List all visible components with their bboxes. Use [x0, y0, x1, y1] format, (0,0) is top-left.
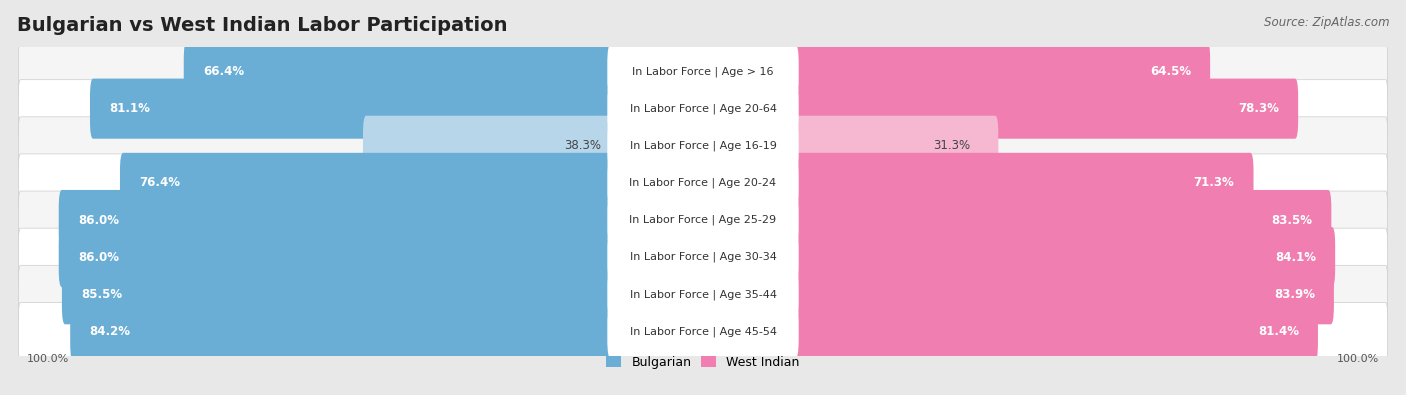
FancyBboxPatch shape	[793, 41, 1211, 102]
Text: 84.1%: 84.1%	[1275, 251, 1316, 263]
FancyBboxPatch shape	[793, 301, 1317, 361]
Text: In Labor Force | Age 20-64: In Labor Force | Age 20-64	[630, 103, 776, 114]
FancyBboxPatch shape	[62, 264, 613, 324]
Text: 31.3%: 31.3%	[934, 139, 970, 152]
Text: 81.4%: 81.4%	[1258, 325, 1299, 338]
FancyBboxPatch shape	[90, 79, 613, 139]
FancyBboxPatch shape	[18, 303, 1388, 360]
FancyBboxPatch shape	[18, 228, 1388, 286]
Text: 81.1%: 81.1%	[110, 102, 150, 115]
FancyBboxPatch shape	[607, 119, 799, 173]
FancyBboxPatch shape	[18, 265, 1388, 323]
Text: Source: ZipAtlas.com: Source: ZipAtlas.com	[1264, 16, 1389, 29]
Text: In Labor Force | Age 20-24: In Labor Force | Age 20-24	[630, 178, 776, 188]
Legend: Bulgarian, West Indian: Bulgarian, West Indian	[602, 351, 804, 374]
FancyBboxPatch shape	[18, 117, 1388, 175]
Text: In Labor Force | Age 25-29: In Labor Force | Age 25-29	[630, 215, 776, 225]
FancyBboxPatch shape	[607, 82, 799, 135]
Text: 78.3%: 78.3%	[1239, 102, 1279, 115]
FancyBboxPatch shape	[607, 230, 799, 284]
FancyBboxPatch shape	[793, 264, 1334, 324]
Text: In Labor Force | Age > 16: In Labor Force | Age > 16	[633, 66, 773, 77]
FancyBboxPatch shape	[18, 154, 1388, 212]
Text: In Labor Force | Age 30-34: In Labor Force | Age 30-34	[630, 252, 776, 262]
Text: 66.4%: 66.4%	[202, 65, 245, 78]
FancyBboxPatch shape	[793, 153, 1254, 213]
Text: 100.0%: 100.0%	[27, 354, 69, 364]
FancyBboxPatch shape	[607, 193, 799, 247]
FancyBboxPatch shape	[120, 153, 613, 213]
Text: Bulgarian vs West Indian Labor Participation: Bulgarian vs West Indian Labor Participa…	[17, 16, 508, 35]
FancyBboxPatch shape	[70, 301, 613, 361]
Text: 83.5%: 83.5%	[1271, 214, 1312, 226]
Text: 71.3%: 71.3%	[1194, 177, 1234, 189]
FancyBboxPatch shape	[793, 79, 1298, 139]
Text: 76.4%: 76.4%	[139, 177, 180, 189]
FancyBboxPatch shape	[607, 267, 799, 321]
FancyBboxPatch shape	[184, 41, 613, 102]
FancyBboxPatch shape	[59, 190, 613, 250]
Text: 64.5%: 64.5%	[1150, 65, 1191, 78]
FancyBboxPatch shape	[793, 116, 998, 176]
Text: 38.3%: 38.3%	[564, 139, 600, 152]
Text: 100.0%: 100.0%	[1337, 354, 1379, 364]
FancyBboxPatch shape	[18, 191, 1388, 249]
FancyBboxPatch shape	[607, 45, 799, 98]
Text: 85.5%: 85.5%	[82, 288, 122, 301]
FancyBboxPatch shape	[793, 190, 1331, 250]
FancyBboxPatch shape	[607, 305, 799, 358]
Text: 86.0%: 86.0%	[77, 251, 120, 263]
FancyBboxPatch shape	[793, 227, 1336, 287]
Text: In Labor Force | Age 16-19: In Labor Force | Age 16-19	[630, 141, 776, 151]
FancyBboxPatch shape	[18, 80, 1388, 137]
Text: 83.9%: 83.9%	[1274, 288, 1315, 301]
Text: 84.2%: 84.2%	[90, 325, 131, 338]
Text: In Labor Force | Age 45-54: In Labor Force | Age 45-54	[630, 326, 776, 337]
FancyBboxPatch shape	[607, 156, 799, 210]
Text: In Labor Force | Age 35-44: In Labor Force | Age 35-44	[630, 289, 776, 299]
FancyBboxPatch shape	[59, 227, 613, 287]
FancyBboxPatch shape	[363, 116, 613, 176]
FancyBboxPatch shape	[18, 43, 1388, 100]
Text: 86.0%: 86.0%	[77, 214, 120, 226]
